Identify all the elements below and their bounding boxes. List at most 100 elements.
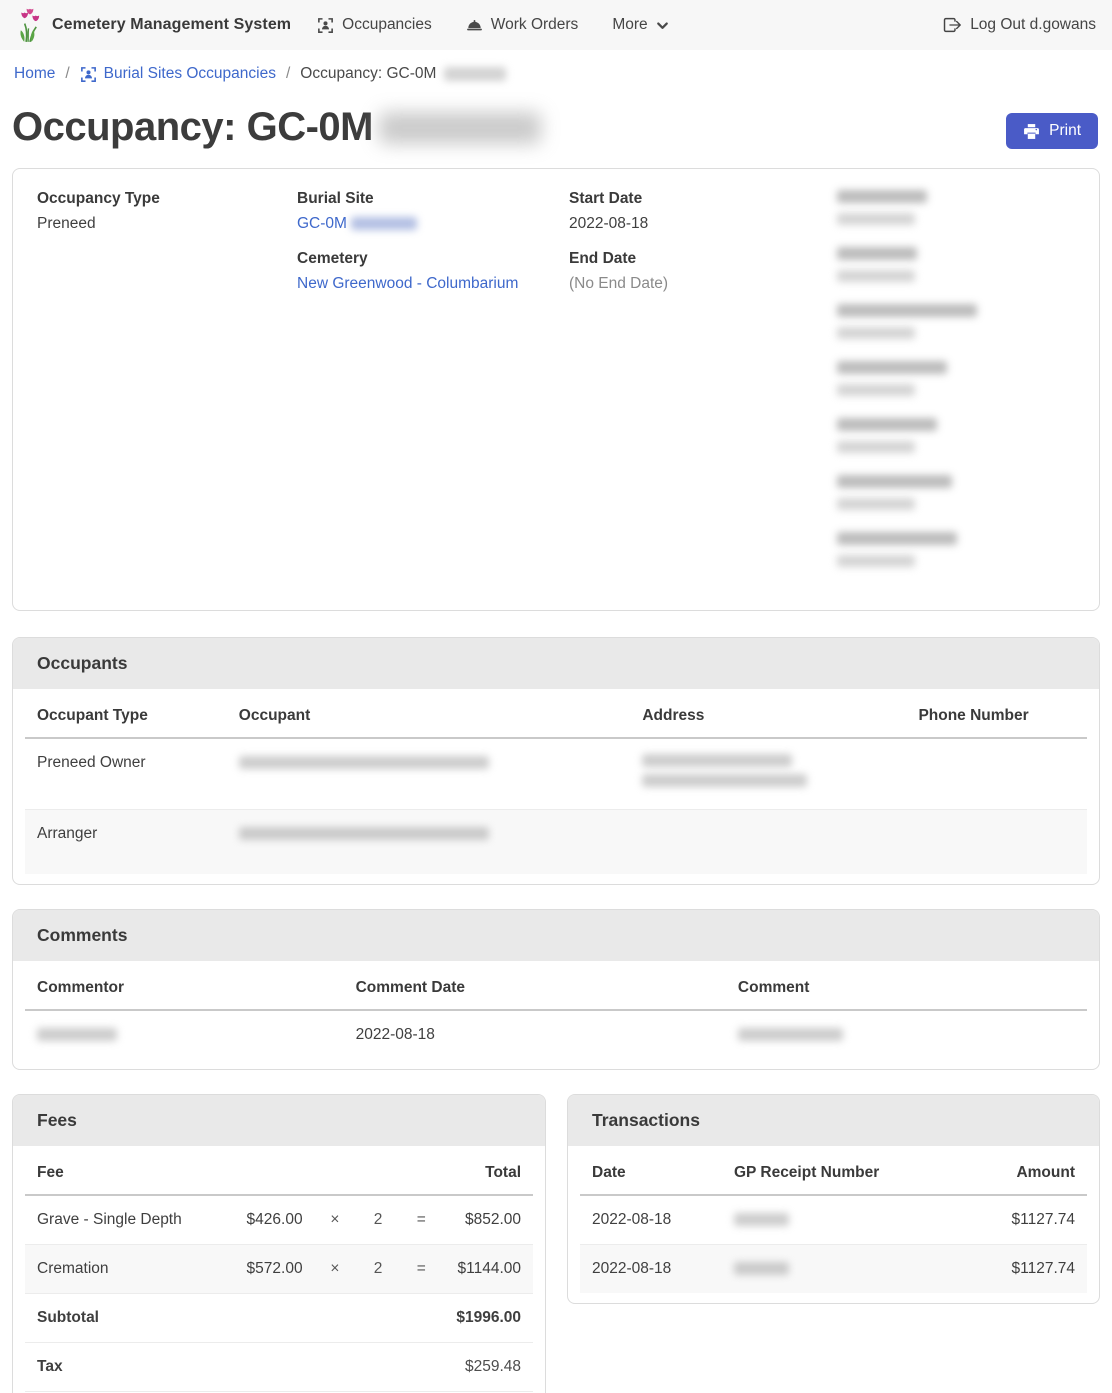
col-date: Date (580, 1149, 722, 1196)
nav-item-label: More (612, 16, 648, 33)
chevron-down-icon (656, 19, 669, 32)
occupancy-type-label: Occupancy Type (37, 190, 160, 207)
nav-item-more[interactable]: More (612, 16, 668, 34)
redacted-text (378, 111, 541, 144)
fee-name-cell: Grave - Single Depth (37, 1210, 182, 1228)
col-address: Address (630, 693, 907, 739)
col-comment: Comment (725, 964, 1087, 1011)
redacted-text (642, 774, 808, 787)
cemetery-label: Cemetery (297, 250, 368, 267)
redacted-fields-column (837, 190, 1075, 589)
logout-button[interactable]: Log Out d.gowans (943, 16, 1096, 34)
transaction-amount-cell: $1127.74 (1011, 1210, 1076, 1228)
burial-site-label: Burial Site (297, 190, 374, 207)
occupant-type-cell: Preneed Owner (37, 754, 146, 771)
fee-qty-cell: 2 (373, 1210, 383, 1228)
grand-total-value: $2255.48 (441, 1390, 533, 1393)
subtotal-row: Subtotal $1996.00 (25, 1292, 533, 1342)
burial-site-link[interactable]: GC-0M (297, 215, 347, 232)
table-row: Arranger (25, 809, 1087, 874)
col-occupant: Occupant (226, 693, 631, 739)
logout-icon (943, 16, 962, 34)
col-fee: Fee (25, 1149, 229, 1196)
fee-times-cell: × (314, 1243, 356, 1293)
redacted-text (351, 217, 418, 231)
table-row: Preneed Owner (25, 738, 1087, 810)
tax-row: Tax $259.48 (25, 1341, 533, 1391)
redacted-text (733, 1212, 789, 1226)
occupants-table: Occupant Type Occupant Address Phone Num… (25, 693, 1087, 874)
breadcrumb-separator: / (285, 65, 291, 82)
nav-item-occupancies[interactable]: Occupancies (317, 16, 432, 34)
redacted-text (733, 1261, 789, 1275)
comment-date-cell: 2022-08-18 (355, 1025, 435, 1043)
occupancy-details-card: Occupancy Type Preneed Burial Site GC-0M… (12, 168, 1100, 611)
fee-total-cell: $1144.00 (441, 1243, 533, 1293)
col-total: Total (441, 1149, 533, 1196)
transaction-amount-cell: $1127.74 (945, 1243, 1087, 1293)
start-date-value: 2022-08-18 (569, 215, 649, 232)
transactions-title: Transactions (568, 1094, 1099, 1146)
transaction-date-cell: 2022-08-18 (580, 1243, 722, 1293)
fees-table: Fee Total Grave - Single Depth $426.00 ×… (25, 1149, 533, 1393)
print-button[interactable]: Print (1006, 113, 1098, 149)
occupants-card: Occupants Occupant Type Occupant Address… (12, 637, 1100, 885)
col-amount: Amount (945, 1149, 1087, 1196)
start-date-label: Start Date (569, 190, 643, 207)
fee-times-cell: × (330, 1210, 340, 1228)
transactions-table: Date GP Receipt Number Amount 2022-08-18… (580, 1149, 1087, 1293)
fee-total-cell: $852.00 (464, 1210, 521, 1228)
fee-price-cell: $572.00 (228, 1243, 315, 1293)
logout-label: Log Out d.gowans (970, 16, 1096, 33)
fee-qty-cell: 2 (355, 1243, 401, 1293)
redacted-text (737, 1027, 843, 1041)
breadcrumb-separator: / (65, 65, 70, 82)
transactions-card: Transactions Date GP Receipt Number Amou… (567, 1093, 1100, 1304)
occupants-title: Occupants (13, 638, 1099, 689)
redacted-field (837, 475, 1075, 510)
occupancy-type-value: Preneed (37, 215, 96, 232)
fees-title: Fees (13, 1094, 545, 1146)
breadcrumb-current: Occupancy: GC-0M (300, 65, 507, 83)
redacted-text (444, 67, 507, 81)
comments-table: Commentor Comment Date Comment 2022-08-1… (25, 964, 1087, 1059)
cemetery-link[interactable]: New Greenwood - Columbarium (297, 275, 519, 292)
redacted-field (837, 418, 1075, 453)
transaction-date-cell: 2022-08-18 (592, 1210, 672, 1228)
nav-item-work-orders[interactable]: Work Orders (466, 16, 579, 34)
comments-title: Comments (13, 909, 1099, 961)
grand-total-label: Grand Total (25, 1390, 229, 1393)
subtotal-label: Subtotal (25, 1292, 229, 1342)
end-date-value: (No End Date) (569, 275, 669, 292)
nav-item-label: Work Orders (490, 16, 579, 33)
col-occupant-type: Occupant Type (25, 693, 227, 739)
table-row: 2022-08-18 $1127.74 (580, 1195, 1087, 1245)
table-row: 2022-08-18 $1127.74 (580, 1243, 1087, 1293)
breadcrumb-occupancies-link[interactable]: Burial Sites Occupancies (80, 65, 276, 83)
redacted-text (37, 1027, 117, 1041)
col-commentor: Commentor (25, 964, 344, 1011)
grand-total-row: Grand Total $2255.48 (25, 1390, 533, 1393)
fee-equals-cell: = (400, 1243, 442, 1293)
redacted-field (837, 361, 1075, 396)
breadcrumb: Home / Burial Sites Occupancies / Occupa… (0, 50, 1112, 103)
fee-price-cell: $426.00 (246, 1210, 303, 1228)
occupant-type-cell: Arranger (25, 809, 227, 874)
col-gp-receipt-number: GP Receipt Number (721, 1149, 946, 1196)
app-brand[interactable]: Cemetery Management System (16, 7, 291, 43)
tax-label: Tax (25, 1341, 229, 1391)
redacted-text (238, 827, 489, 841)
fee-equals-cell: = (416, 1210, 426, 1228)
tulip-logo-icon (16, 7, 43, 43)
redacted-field (837, 247, 1075, 282)
fees-card: Fees Fee Total Grave - Single Depth (12, 1093, 546, 1393)
hardhat-icon (466, 17, 483, 34)
subtotal-value: $1996.00 (441, 1292, 533, 1342)
breadcrumb-home-link[interactable]: Home (14, 65, 56, 82)
table-row: Cremation $572.00 × 2 = $1144.00 (25, 1243, 533, 1293)
breadcrumb-section-label: Burial Sites Occupancies (103, 65, 276, 82)
printer-icon (1023, 123, 1040, 140)
print-button-label: Print (1049, 122, 1081, 139)
nav-item-label: Occupancies (342, 16, 432, 33)
table-row: Grave - Single Depth $426.00 × 2 = $852.… (25, 1195, 533, 1245)
